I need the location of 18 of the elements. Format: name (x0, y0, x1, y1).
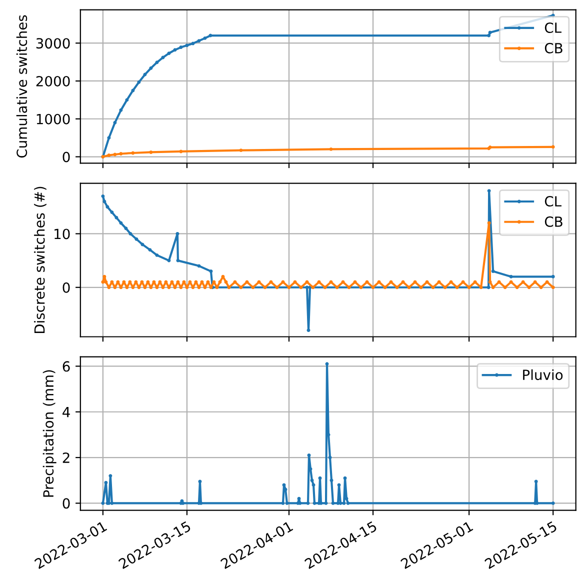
y-axis-title: Precipitation (mm) (42, 370, 56, 497)
y-axis-title: Discrete switches (#) (34, 186, 46, 334)
legend-label: CB (544, 42, 562, 54)
y-tick-label: 1000 (36, 114, 70, 124)
y-tick-label: 6 (62, 361, 70, 372)
y-tick-label: 2 (62, 452, 70, 463)
y-tick-label: 2000 (36, 76, 70, 86)
legend-label: Pluvio (523, 369, 563, 380)
y-tick-label: 0 (62, 152, 70, 162)
y-tick-label: 4 (62, 407, 70, 418)
y-tick-label: 0 (62, 498, 70, 509)
y-tick-label: 3000 (36, 38, 70, 49)
y-axis-title: Cumulative switches (16, 15, 28, 158)
legend-label: CL (544, 196, 562, 207)
y-tick-label: 10 (54, 228, 70, 240)
legend-label: CL (544, 22, 562, 34)
y-tick-label: 0 (62, 282, 70, 293)
legend-label: CB (544, 216, 562, 227)
